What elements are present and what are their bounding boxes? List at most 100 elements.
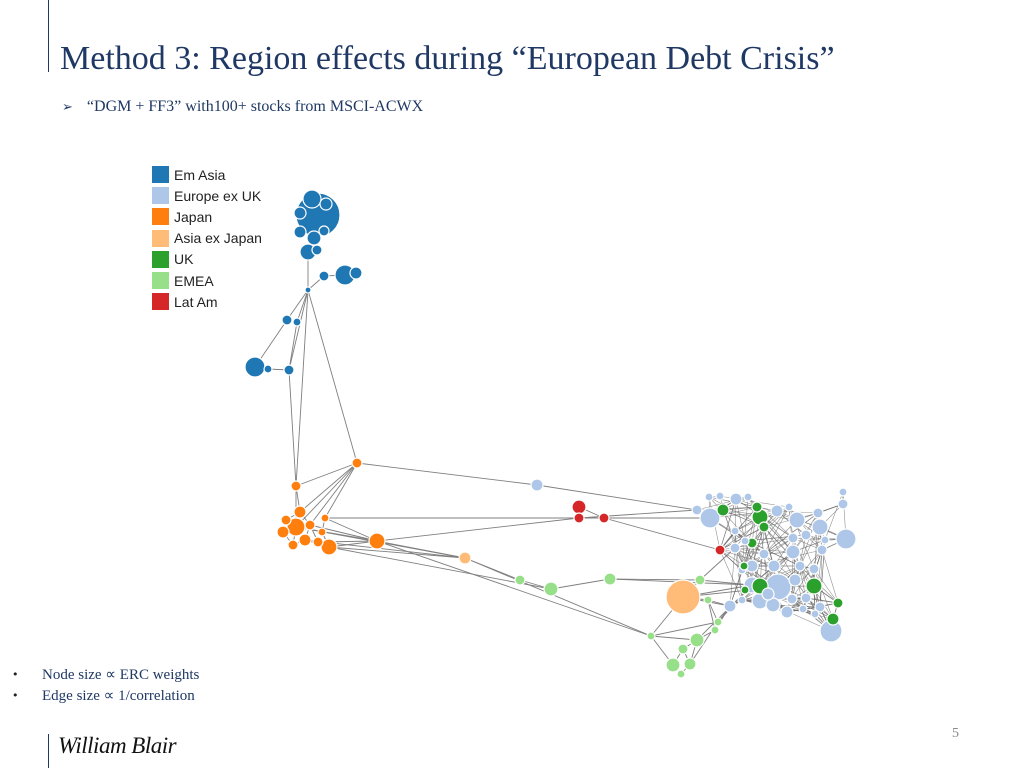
node-uk <box>716 503 730 517</box>
network-edge <box>328 546 466 559</box>
node-lat-am <box>571 499 587 515</box>
node-europe-ex-uk <box>723 599 737 613</box>
node-asia-ex-japan <box>665 579 701 615</box>
node-japan <box>290 480 302 492</box>
bullet-dot-icon: • <box>12 689 19 702</box>
legend-item-japan: Japan <box>152 206 262 227</box>
network-edge <box>464 557 652 637</box>
network-edge <box>763 506 790 555</box>
node-europe-ex-uk <box>758 548 770 560</box>
network-edge <box>813 568 834 620</box>
legend-item-europe-ex-uk: Europe ex UK <box>152 185 262 206</box>
legend-label: Europe ex UK <box>174 187 262 204</box>
node-em-asia <box>304 286 312 294</box>
node-lat-am <box>714 544 726 556</box>
network-edge <box>791 549 823 600</box>
node-europe-ex-uk <box>729 542 741 554</box>
network-edge <box>751 537 794 567</box>
node-japan <box>312 536 324 548</box>
node-uk <box>751 501 763 513</box>
network-edge <box>650 621 719 637</box>
legend-label: UK <box>174 251 194 268</box>
network-edge <box>288 289 309 371</box>
network-edge <box>791 598 834 620</box>
node-emea <box>676 669 686 679</box>
node-em-asia <box>318 270 330 282</box>
node-europe-ex-uk <box>811 518 829 536</box>
network-edge <box>696 584 753 641</box>
network-edge <box>536 484 698 511</box>
network-edge <box>376 517 580 542</box>
network-edge <box>309 462 358 526</box>
network-edge <box>799 565 832 632</box>
node-em-asia <box>349 266 363 280</box>
node-europe-ex-uk <box>794 560 806 572</box>
node-europe-ex-uk <box>810 609 820 619</box>
node-uk <box>758 521 770 533</box>
network-edge <box>719 549 743 601</box>
node-europe-ex-uk <box>730 526 740 536</box>
node-em-asia <box>281 314 293 326</box>
network-edge <box>751 526 765 567</box>
node-europe-ex-uk <box>786 593 798 605</box>
node-lat-am <box>598 512 610 524</box>
legend-swatch <box>152 208 169 226</box>
node-emea <box>703 595 713 605</box>
node-europe-ex-uk <box>788 573 802 587</box>
network-edge <box>328 546 552 590</box>
node-emea <box>689 632 705 648</box>
node-europe-ex-uk <box>740 536 750 546</box>
node-europe-ex-uk <box>530 478 544 492</box>
footer-accent-rule <box>48 734 49 768</box>
network-edge <box>776 510 823 551</box>
header-accent-rule <box>48 0 49 72</box>
legend: Em Asia Europe ex UK Japan Asia ex Japan… <box>152 164 262 312</box>
node-emea <box>713 617 723 627</box>
node-em-asia <box>318 225 330 237</box>
node-emea <box>710 625 720 635</box>
node-uk <box>826 612 840 626</box>
node-emea <box>677 643 689 655</box>
node-asia-ex-japan <box>458 551 472 565</box>
node-europe-ex-uk <box>835 528 857 550</box>
node-lat-am <box>573 512 585 524</box>
network-edge <box>743 506 790 567</box>
node-emea <box>665 657 681 673</box>
node-europe-ex-uk <box>729 492 743 506</box>
network-edge <box>324 462 358 519</box>
network-edge <box>735 498 798 521</box>
node-em-asia <box>302 189 322 209</box>
network-edge <box>286 289 309 321</box>
network-edge <box>729 547 736 607</box>
node-europe-ex-uk <box>785 544 801 560</box>
network-edge <box>464 557 521 581</box>
network-edge <box>299 462 358 513</box>
network-edge <box>751 542 801 567</box>
network-edge <box>819 549 823 608</box>
node-europe-ex-uk <box>704 492 714 502</box>
page-number: 5 <box>952 726 959 741</box>
legend-swatch <box>152 250 169 268</box>
node-europe-ex-uk <box>770 504 784 518</box>
legend-item-uk: UK <box>152 249 262 270</box>
node-em-asia <box>263 364 273 374</box>
node-japan <box>368 532 386 550</box>
node-europe-ex-uk <box>787 532 799 544</box>
node-japan <box>276 525 290 539</box>
node-japan <box>280 514 292 526</box>
legend-label: Lat Am <box>174 293 218 310</box>
node-em-asia <box>319 197 333 211</box>
legend-item-emea: EMEA <box>152 270 262 291</box>
network-edge <box>719 549 775 567</box>
legend-label: EMEA <box>174 272 214 289</box>
node-layer <box>244 189 857 679</box>
node-europe-ex-uk <box>691 504 703 516</box>
node-europe-ex-uk <box>800 529 812 541</box>
node-europe-ex-uk <box>788 511 806 529</box>
legend-swatch <box>152 272 169 290</box>
node-europe-ex-uk <box>814 601 826 613</box>
arrow-bullet-icon: ➢ <box>62 100 73 115</box>
network-edge <box>776 510 847 540</box>
node-em-asia <box>292 317 302 327</box>
node-japan <box>304 519 316 531</box>
